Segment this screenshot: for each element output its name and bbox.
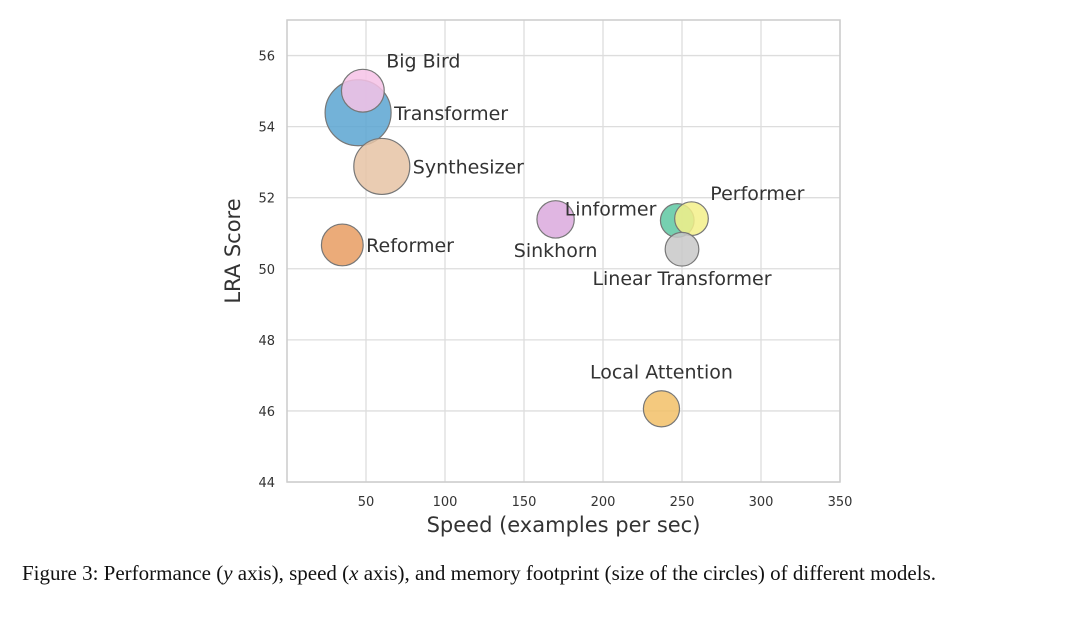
bubble-sinkhorn xyxy=(536,200,575,239)
point-labels: Transformer Big Bird Synthesizer Reformer Si… xyxy=(366,50,804,383)
y-axis-label: LRA Score xyxy=(221,198,245,303)
caption-lead: Figure 3: Performance ( xyxy=(22,561,224,585)
y-tick-label: 56 xyxy=(258,50,275,65)
label-reformer: Reformer xyxy=(366,235,454,257)
x-tick-label: 50 xyxy=(358,495,375,510)
label-linformer: Linformer xyxy=(565,198,657,220)
caption-mid1: axis), speed ( xyxy=(232,561,350,585)
label-synthesizer: Synthesizer xyxy=(413,156,524,178)
caption-x-var: x xyxy=(349,561,359,585)
y-tick-label: 52 xyxy=(258,192,275,207)
tick-labels: 50 100 150 200 250 300 350 44 46 48 50 52 54 56 xyxy=(258,50,852,510)
bubble-big-bird xyxy=(340,68,385,113)
x-tick-label: 350 xyxy=(828,495,853,510)
y-tick-label: 50 xyxy=(258,263,275,278)
bubble-linear-transformer xyxy=(664,231,700,267)
label-local-attention: Local Attention xyxy=(590,362,733,384)
x-tick-label: 200 xyxy=(591,495,616,510)
caption-y-var: y xyxy=(223,561,233,585)
bubble-synthesizer xyxy=(353,137,411,196)
x-tick-label: 300 xyxy=(749,495,774,510)
y-tick-label: 54 xyxy=(258,121,275,136)
label-performer: Performer xyxy=(710,183,804,205)
plot-frame xyxy=(286,19,841,483)
label-transformer: Transformer xyxy=(393,103,508,125)
data-points xyxy=(320,68,709,428)
label-sinkhorn: Sinkhorn xyxy=(514,240,598,262)
caption-mid2: axis), and memory footprint (size of the… xyxy=(358,561,936,585)
bubble-performer xyxy=(674,201,709,237)
y-tick-label: 48 xyxy=(258,334,275,349)
bubble-local-attention xyxy=(642,390,681,428)
label-linear-transformer: Linear Transformer xyxy=(592,268,771,290)
y-tick-label: 46 xyxy=(258,405,275,420)
x-tick-label: 150 xyxy=(512,495,537,510)
label-big-bird: Big Bird xyxy=(386,50,460,72)
x-axis-label: Speed (examples per sec) xyxy=(427,513,701,537)
x-tick-label: 100 xyxy=(433,495,458,510)
scatter-chart: 50 100 150 200 250 300 350 44 46 48 50 52 54 56 Trans… xyxy=(221,19,852,537)
y-tick-label: 44 xyxy=(258,476,275,491)
figure-caption: Figure 3: Performance (y axis), speed (x… xyxy=(22,560,1072,587)
x-tick-label: 250 xyxy=(670,495,695,510)
bubble-reformer xyxy=(320,223,364,267)
